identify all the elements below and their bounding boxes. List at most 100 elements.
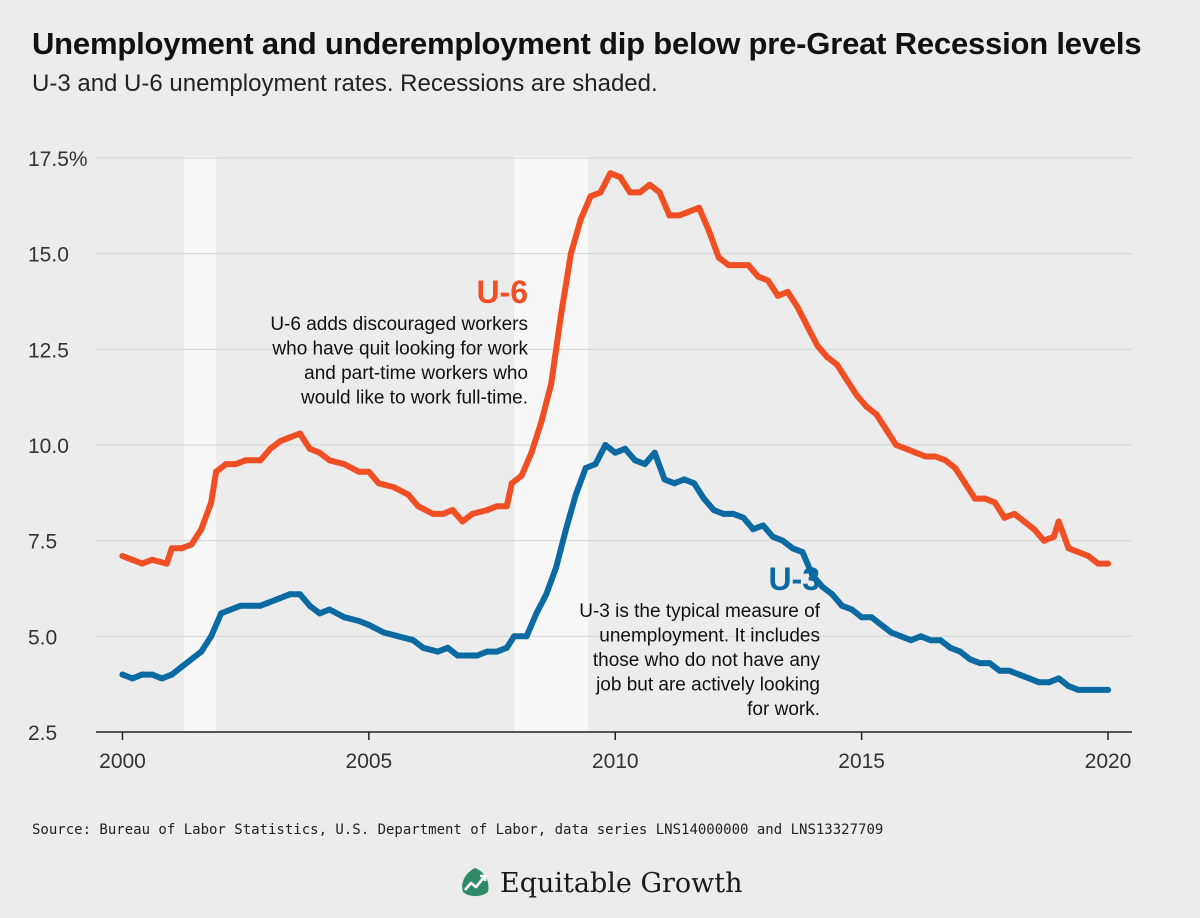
y-tick-label: 5.0	[28, 626, 57, 649]
data-point-u3	[829, 591, 836, 598]
x-axis-ticks: 2000 2005 2010 2015 2020	[99, 732, 1131, 773]
data-point-u6	[449, 507, 456, 514]
data-point-u3	[641, 461, 648, 468]
data-point-u6	[1055, 518, 1062, 525]
data-point-u6	[981, 495, 988, 502]
data-point-u6	[316, 449, 323, 456]
data-point-u3	[888, 629, 895, 636]
data-point-u6	[646, 181, 653, 188]
data-point-u3	[1075, 686, 1082, 693]
data-point-u3	[365, 621, 372, 628]
data-point-u6	[725, 262, 732, 269]
recession-band-1	[184, 156, 217, 732]
data-point-u6	[365, 468, 372, 475]
data-point-u6	[696, 204, 702, 211]
annotation-line-u6: U-6 adds discouraged workers	[270, 314, 528, 335]
data-point-u6	[208, 499, 215, 506]
data-point-u6	[577, 216, 584, 223]
data-point-u3	[543, 591, 550, 598]
data-point-u3	[1065, 683, 1072, 690]
annotation-line-u6: who have quit looking for work	[271, 339, 528, 360]
data-point-u3	[287, 591, 293, 598]
data-point-u3	[1055, 675, 1062, 682]
data-point-u6	[607, 170, 614, 177]
data-point-u3	[957, 648, 964, 655]
data-point-u3	[720, 510, 727, 517]
y-tick-label: 17.5%	[28, 148, 88, 171]
data-point-u3	[700, 495, 707, 502]
data-point-u3	[1085, 686, 1092, 693]
data-point-u6	[794, 304, 801, 311]
data-point-u3	[632, 457, 638, 464]
annotations: U-6 U-6 adds discouraged workers who have …	[270, 274, 820, 720]
data-point-u3	[237, 602, 244, 609]
x-tick-label: 2010	[592, 750, 639, 773]
data-point-u3	[868, 614, 875, 621]
data-point-u3	[139, 671, 146, 678]
data-point-u6	[356, 468, 362, 475]
data-point-u6	[242, 457, 249, 464]
y-tick-label: 2.5	[28, 722, 57, 745]
data-point-u3	[218, 610, 225, 617]
data-point-u3	[671, 480, 678, 487]
data-point-u3	[691, 480, 698, 487]
annotation-line-u6: and part-time workers who	[304, 363, 528, 384]
data-point-u3	[769, 533, 776, 540]
data-point-u6	[883, 426, 890, 433]
data-point-u3	[750, 526, 757, 533]
data-point-u6	[277, 438, 284, 445]
recession-bands	[184, 156, 589, 732]
data-point-u3	[602, 442, 609, 448]
data-point-u6	[804, 323, 811, 330]
data-point-u6	[149, 556, 156, 563]
series-line-u6	[119, 170, 1111, 567]
data-point-u3	[661, 476, 668, 483]
data-point-u3	[380, 629, 387, 636]
data-point-u6	[548, 380, 555, 387]
data-point-u6	[656, 189, 663, 196]
data-point-u3	[227, 606, 234, 613]
data-point-u3	[730, 510, 737, 517]
data-point-u6	[198, 526, 205, 533]
data-point-u3	[563, 526, 569, 533]
series-points-u6	[119, 170, 1111, 567]
brand-name: Equitable Growth	[500, 867, 743, 899]
data-point-u3	[188, 656, 195, 663]
data-point-u3	[484, 648, 491, 655]
data-point-u6	[617, 174, 624, 181]
data-point-u6	[494, 503, 500, 510]
data-point-u6	[558, 311, 564, 318]
data-point-u6	[834, 361, 840, 368]
data-point-u6	[627, 189, 633, 196]
data-point-u3	[996, 667, 1003, 674]
data-point-u3	[208, 633, 215, 640]
data-point-u6	[666, 212, 673, 219]
annotation-line-u3: job but are actively looking	[595, 675, 820, 696]
data-point-u3	[799, 549, 806, 556]
y-tick-label: 7.5	[28, 531, 57, 554]
data-point-u6	[341, 461, 348, 468]
data-point-u3	[296, 591, 303, 598]
data-point-u3	[907, 637, 914, 644]
data-point-u3	[444, 644, 451, 651]
data-point-u6	[745, 262, 752, 269]
data-point-u3	[710, 507, 717, 514]
data-point-u3	[267, 598, 274, 605]
data-point-u6	[168, 545, 175, 552]
data-point-u6	[326, 457, 333, 464]
data-point-u6	[188, 541, 195, 548]
data-point-u3	[1045, 679, 1052, 686]
data-point-u3	[789, 545, 796, 552]
data-point-u6	[1075, 549, 1082, 556]
data-point-u6	[1095, 560, 1102, 567]
data-point-u6	[528, 449, 535, 456]
data-point-u6	[405, 491, 412, 498]
data-point-u3	[612, 449, 619, 456]
data-point-u3	[149, 671, 156, 678]
data-point-u3	[1036, 679, 1042, 686]
data-point-u6	[1001, 514, 1008, 521]
data-point-u6	[257, 457, 264, 464]
data-point-u6	[962, 480, 969, 487]
annotation-heading-u6: U-6	[476, 274, 528, 310]
data-point-u6	[1065, 545, 1072, 552]
